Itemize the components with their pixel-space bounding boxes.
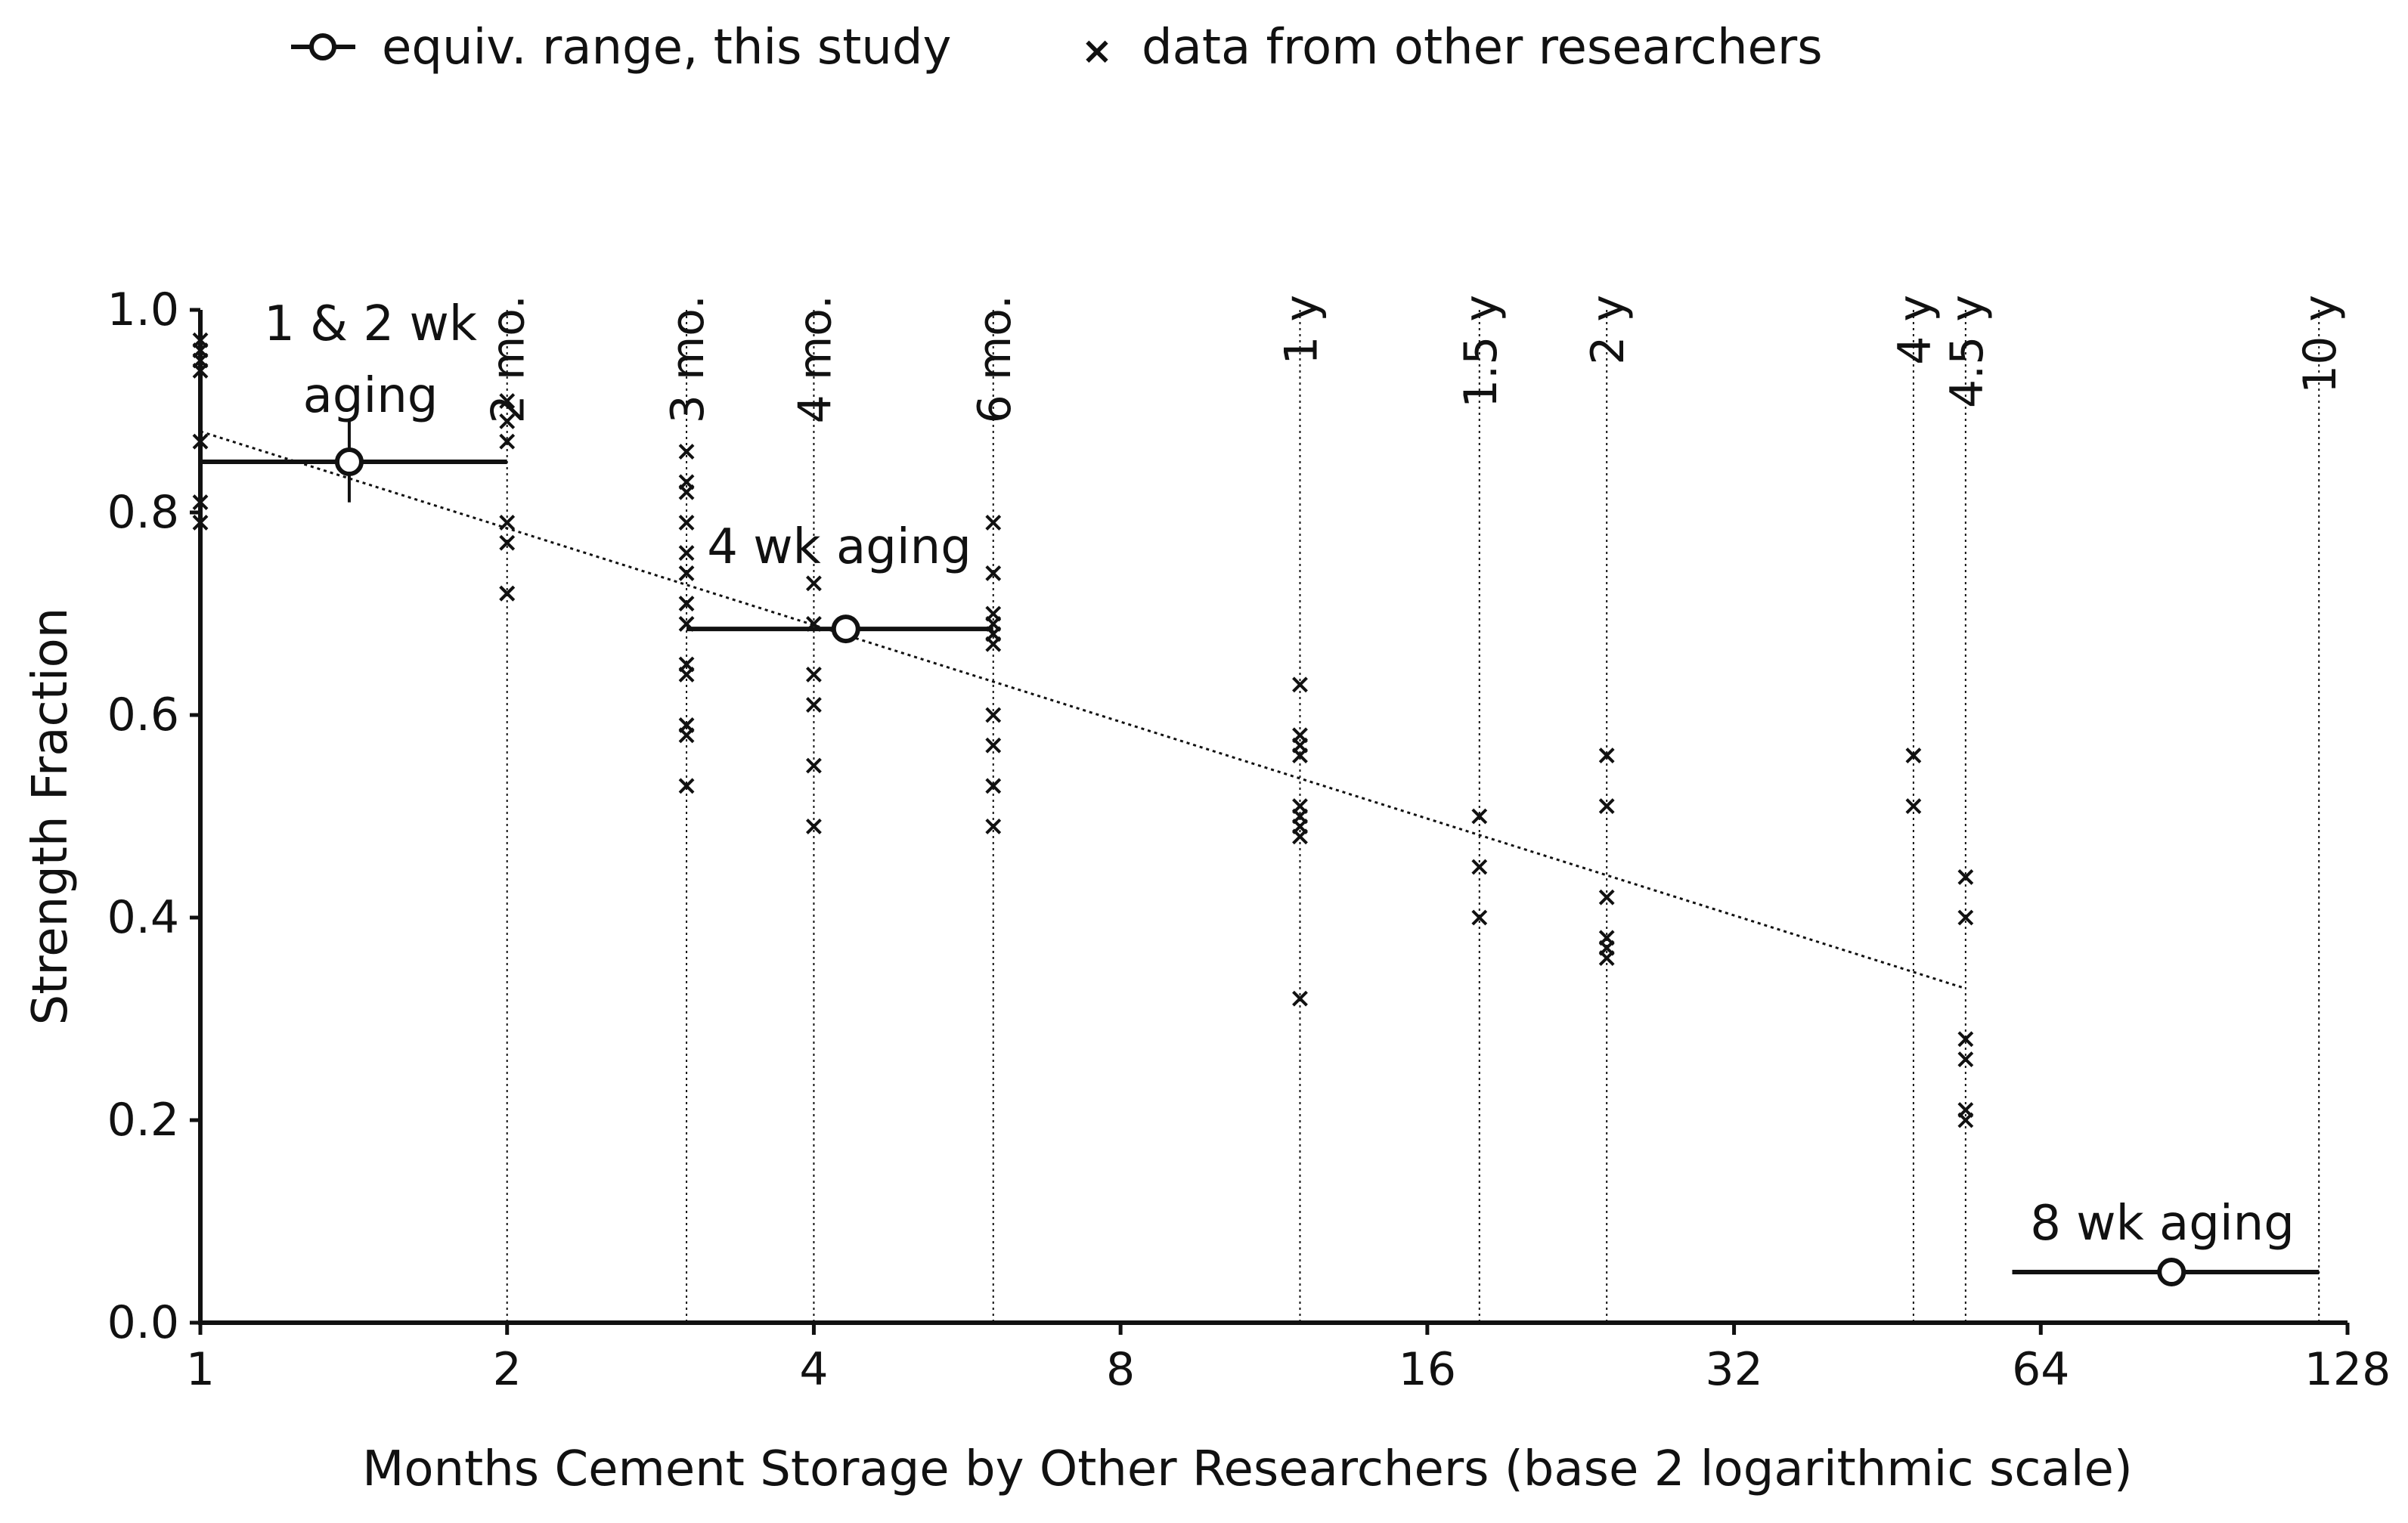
ref-line-label-6: 2 y	[1582, 295, 1635, 365]
data-point	[985, 737, 1002, 754]
data-point	[806, 757, 822, 774]
data-point	[806, 697, 822, 714]
data-point	[1471, 808, 1488, 825]
x-tick-label: 64	[2012, 1343, 2069, 1396]
data-point	[192, 494, 209, 511]
data-point	[985, 636, 1002, 652]
data-point	[985, 778, 1002, 794]
data-point	[1598, 748, 1615, 764]
x-axis-ticks: 1 2 4 8 16 32 64 128	[186, 1323, 2391, 1396]
data-point	[678, 565, 695, 581]
data-point	[1292, 828, 1308, 845]
y-tick-label: 0.2	[107, 1094, 179, 1147]
data-point	[806, 818, 822, 834]
trendline-layer	[200, 430, 1966, 990]
data-point	[192, 362, 209, 379]
data-point	[1292, 676, 1308, 693]
data-points	[192, 332, 1974, 1128]
study-label-0: 1 & 2 wk	[264, 296, 477, 352]
y-axis-title: Strength Fraction	[23, 608, 79, 1026]
legend-others-label: data from other researchers	[1142, 20, 1823, 76]
data-point	[499, 514, 516, 531]
data-point	[1471, 859, 1488, 875]
x-tick-label: 16	[1399, 1343, 1456, 1396]
data-point	[1957, 1031, 1974, 1048]
x-tick-label: 1	[186, 1343, 215, 1396]
y-tick-label: 0.6	[107, 689, 179, 741]
data-point	[678, 444, 695, 460]
data-point	[192, 514, 209, 531]
x-tick-label: 2	[493, 1343, 522, 1396]
y-tick-label: 0.8	[107, 486, 179, 539]
study-point	[2157, 1258, 2186, 1286]
x-axis-title: Months Cement Storage by Other Researche…	[362, 1441, 2133, 1497]
data-point	[985, 818, 1002, 834]
x-tick-label: 32	[1705, 1343, 1762, 1396]
legend: equiv. range, this study × data from oth…	[291, 20, 1823, 76]
y-tick-label: 1.0	[107, 283, 179, 336]
y-tick-label: 0.4	[107, 891, 179, 944]
data-point	[1292, 748, 1308, 764]
x-tick-label: 4	[799, 1343, 828, 1396]
data-point	[499, 393, 516, 410]
data-point	[1598, 798, 1615, 815]
ref-line-label-1: 3 mo.	[662, 295, 714, 423]
study-point	[334, 447, 364, 476]
study-range-0	[200, 421, 507, 503]
data-point	[499, 534, 516, 551]
data-point	[985, 707, 1002, 723]
data-point	[1905, 798, 1922, 815]
data-point	[1957, 1051, 1974, 1068]
data-point	[1598, 889, 1615, 905]
data-point	[678, 484, 695, 500]
study-range-2	[2012, 1258, 2320, 1286]
ref-line-label-4: 1 y	[1275, 295, 1328, 365]
legend-study-marker	[291, 33, 355, 60]
study-label-0: aging	[303, 368, 439, 424]
legend-others-marker: ×	[1081, 29, 1113, 73]
study-ranges: 1 & 2 wk aging 4 wk aging 8 wk aging	[200, 296, 2320, 1286]
data-point	[678, 596, 695, 612]
data-point	[1292, 990, 1308, 1007]
y-axis-ticks: 0.0 0.2 0.4 0.6 0.8 1.0	[107, 283, 200, 1349]
data-point	[1957, 1112, 1974, 1128]
data-point	[985, 514, 1002, 531]
data-point	[499, 413, 516, 429]
trendline	[200, 430, 1966, 990]
data-point	[678, 778, 695, 794]
ref-line-label-2: 4 mo.	[789, 295, 841, 423]
data-point	[1471, 909, 1488, 926]
y-tick-label: 0.0	[107, 1296, 179, 1349]
ref-line-label-3: 6 mo.	[968, 295, 1021, 423]
x-tick-label: 128	[2304, 1343, 2391, 1396]
data-point	[499, 585, 516, 602]
data-point	[1905, 748, 1922, 764]
data-point	[806, 575, 822, 592]
study-point	[831, 614, 860, 644]
data-point	[678, 727, 695, 744]
study-range-1	[686, 614, 993, 644]
axes	[198, 310, 2348, 1325]
ref-line-label-7: 4 y	[1889, 295, 1942, 365]
legend-study-label: equiv. range, this study	[382, 20, 951, 76]
data-point	[985, 565, 1002, 581]
ref-line-label-8: 4.5 y	[1941, 295, 1994, 408]
data-point	[1957, 909, 1974, 926]
data-point	[678, 514, 695, 531]
ref-line-label-5: 1.5 y	[1455, 295, 1508, 408]
data-point	[192, 433, 209, 450]
study-label-1: 4 wk aging	[707, 519, 972, 575]
data-point	[678, 545, 695, 562]
data-point	[1957, 868, 1974, 885]
data-point	[1598, 950, 1615, 967]
x-tick-label: 8	[1106, 1343, 1135, 1396]
data-point	[499, 433, 516, 450]
data-point	[806, 666, 822, 683]
study-label-2: 8 wk aging	[2030, 1196, 2295, 1252]
ref-line-label-9: 10 y	[2294, 295, 2347, 394]
data-point	[678, 666, 695, 683]
